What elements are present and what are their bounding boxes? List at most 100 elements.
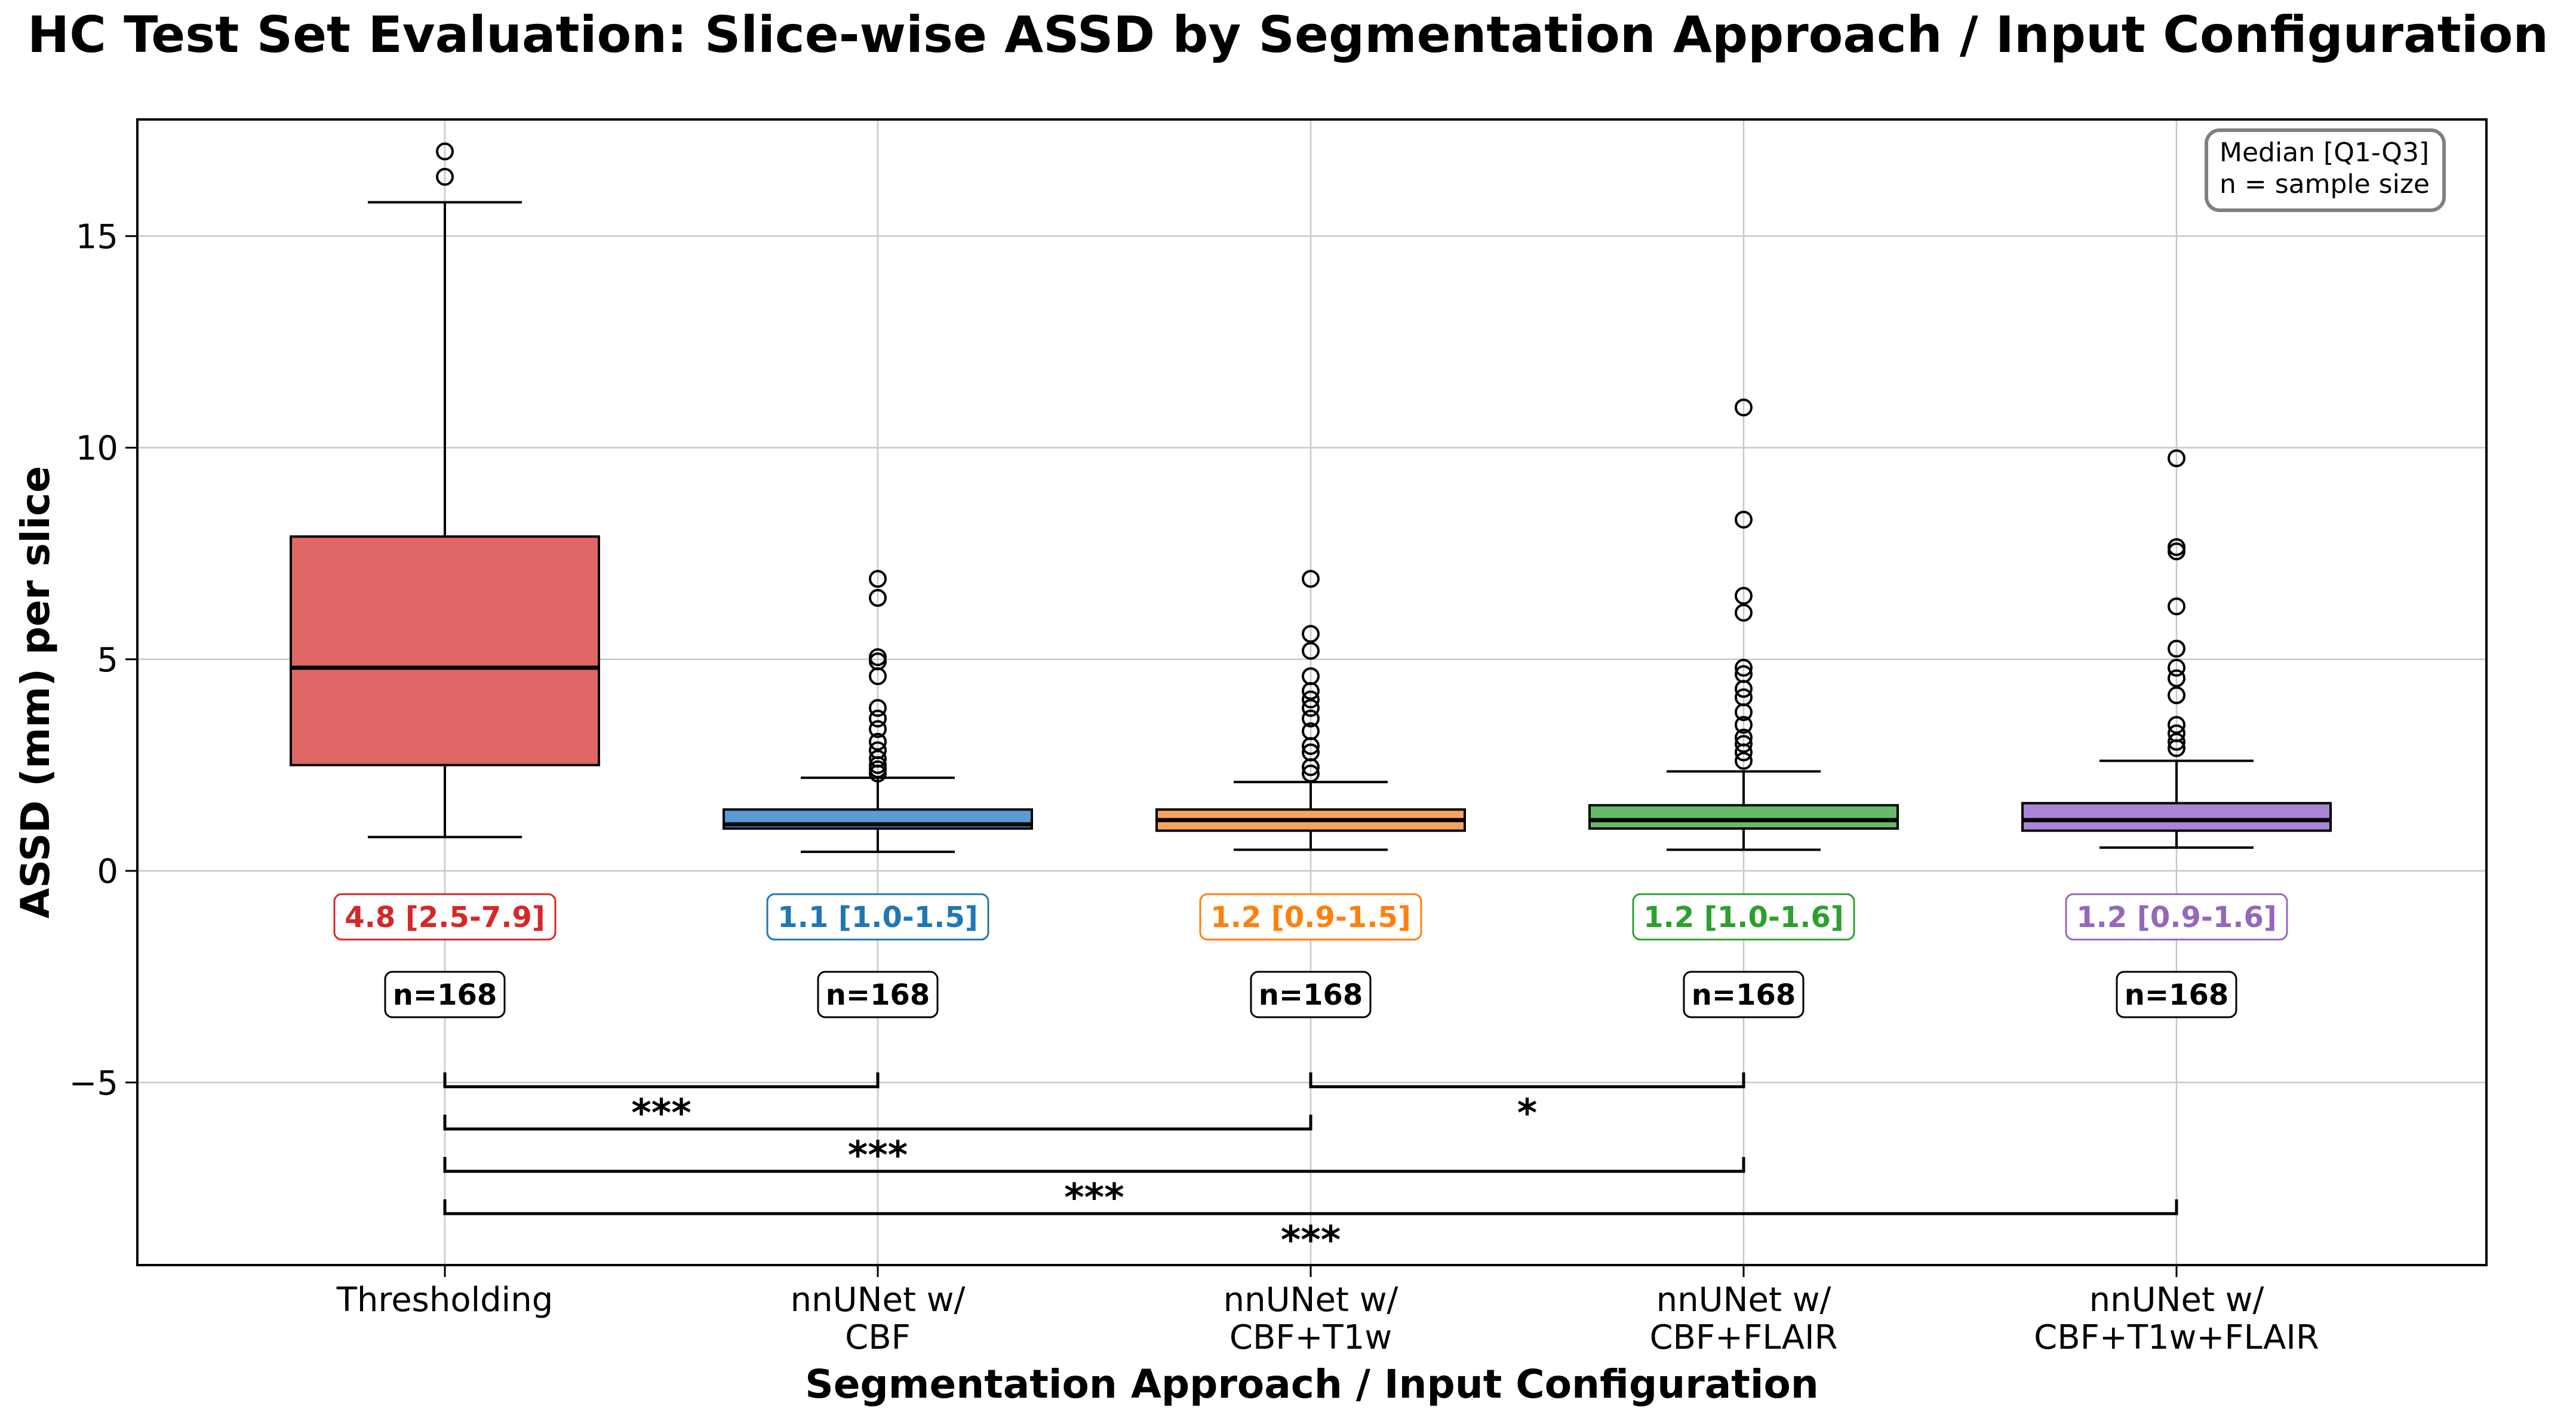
outlier-point	[2168, 658, 2185, 677]
outlier-point	[1302, 709, 1320, 728]
outlier-point	[869, 720, 887, 738]
x-tick-label: CBF	[845, 1318, 911, 1357]
x-tick-label: CBF+FLAIR	[1649, 1318, 1837, 1357]
y-tick-label: 10	[76, 429, 118, 468]
outlier-point	[869, 648, 887, 667]
outlier-point	[1302, 642, 1320, 660]
x-tick-label: nnUNet w/	[791, 1281, 966, 1319]
y-tick-label: 5	[97, 641, 118, 680]
legend-line: n = sample size	[2220, 169, 2430, 199]
outlier-point	[2168, 724, 2185, 742]
outlier-point	[869, 699, 887, 717]
n-label: n=168	[1259, 978, 1363, 1012]
outlier-point	[2168, 597, 2185, 616]
outlier-point	[2168, 732, 2185, 751]
outlier-point	[869, 570, 887, 588]
legend-frame	[2205, 128, 2446, 212]
x-axis-label: Segmentation Approach / Input Configurat…	[805, 1361, 1819, 1407]
significance-bracket: *	[1309, 1072, 1745, 1135]
outlier-point	[1302, 722, 1320, 741]
outlier-point	[869, 589, 887, 607]
outlier-point	[1302, 570, 1320, 588]
outlier-point	[2168, 538, 2185, 556]
n-label: n=168	[826, 978, 930, 1012]
bracket-line	[443, 1115, 1312, 1131]
outlier-point	[436, 168, 454, 186]
outlier-point	[1735, 587, 1753, 605]
box-group: 1.1 [1.0-1.5] n=168	[723, 570, 1033, 1018]
x-tick-label: CBF+T1w	[1229, 1318, 1392, 1357]
y-tick-label: 0	[97, 852, 118, 891]
significance-bracket: ***	[443, 1199, 2178, 1263]
outlier-point	[1735, 716, 1753, 734]
outlier-point	[1302, 667, 1320, 686]
outlier-point	[1735, 728, 1753, 747]
n-label: n=168	[1692, 978, 1796, 1012]
stat-label-box	[333, 893, 557, 941]
stat-label-box	[1632, 893, 1855, 941]
box-group: 1.2 [0.9-1.6] n=168	[2021, 449, 2332, 1018]
n-label-box	[1250, 971, 1372, 1018]
x-tick-label: Thresholding	[336, 1281, 554, 1319]
outlier-point	[1302, 625, 1320, 643]
n-label-box	[1683, 971, 1805, 1018]
significance-bracket: ***	[443, 1157, 1745, 1220]
stat-label: 4.8 [2.5-7.9]	[345, 901, 545, 934]
outlier-point	[869, 732, 887, 751]
legend-box: Median [Q1-Q3] n = sample size	[2205, 128, 2446, 212]
outlier-point	[2168, 449, 2185, 468]
y-axis-label: ASSD (mm) per slice	[13, 466, 59, 919]
stat-label-box	[766, 893, 989, 941]
outlier-point	[1302, 743, 1320, 762]
outlier-point	[1735, 688, 1753, 707]
stat-label: 1.2 [1.0-1.6]	[1643, 901, 1844, 934]
outlier-point	[1302, 699, 1320, 717]
bracket-line	[443, 1199, 2178, 1216]
iqr-box	[290, 535, 600, 766]
outlier-point	[2168, 716, 2185, 734]
bracket-line	[443, 1072, 880, 1088]
n-label-box	[817, 971, 939, 1018]
legend-line: Median [Q1-Q3]	[2220, 137, 2429, 168]
y-tick-label: −5	[69, 1064, 118, 1103]
outlier-point	[1735, 665, 1753, 683]
outlier-point	[869, 741, 887, 760]
x-tick-label: nnUNet w/	[2089, 1281, 2264, 1319]
outlier-point	[2168, 640, 2185, 658]
iqr-box	[2021, 802, 2332, 832]
plot-frame	[136, 118, 2488, 1266]
y-tick-label: 15	[76, 217, 118, 256]
significance-label: *	[1517, 1091, 1537, 1135]
n-label-box	[2116, 971, 2237, 1018]
stat-label: 1.2 [0.9-1.6]	[2076, 901, 2277, 934]
stat-label: 1.1 [1.0-1.5]	[777, 901, 978, 934]
outlier-point	[1735, 751, 1753, 770]
iqr-box	[1588, 804, 1899, 830]
bracket-line	[443, 1157, 1745, 1173]
box-group: 1.2 [1.0-1.6] n=168	[1588, 398, 1899, 1018]
outlier-point	[1735, 658, 1753, 677]
outlier-point	[1302, 690, 1320, 709]
box-group: 1.2 [0.9-1.5] n=168	[1155, 570, 1466, 1018]
bracket-line	[1309, 1072, 1745, 1088]
n-label: n=168	[393, 978, 497, 1012]
n-label-box	[384, 971, 506, 1018]
outlier-point	[869, 709, 887, 728]
stat-label: 1.2 [0.9-1.5]	[1210, 901, 1411, 934]
n-label: n=168	[2125, 978, 2229, 1012]
stat-label-box	[1199, 893, 1422, 941]
outlier-point	[1735, 735, 1753, 753]
outlier-point	[1302, 765, 1320, 783]
outlier-point	[2168, 669, 2185, 687]
outlier-point	[869, 750, 887, 768]
outlier-point	[2168, 686, 2185, 704]
stat-label-box	[2065, 893, 2288, 941]
significance-label: ***	[1281, 1219, 1341, 1263]
outlier-point	[1735, 398, 1753, 417]
chart-title: HC Test Set Evaluation: Slice-wise ASSD …	[27, 5, 2549, 64]
x-tick-label: nnUNet w/	[1224, 1281, 1398, 1319]
outlier-point	[1735, 510, 1753, 529]
